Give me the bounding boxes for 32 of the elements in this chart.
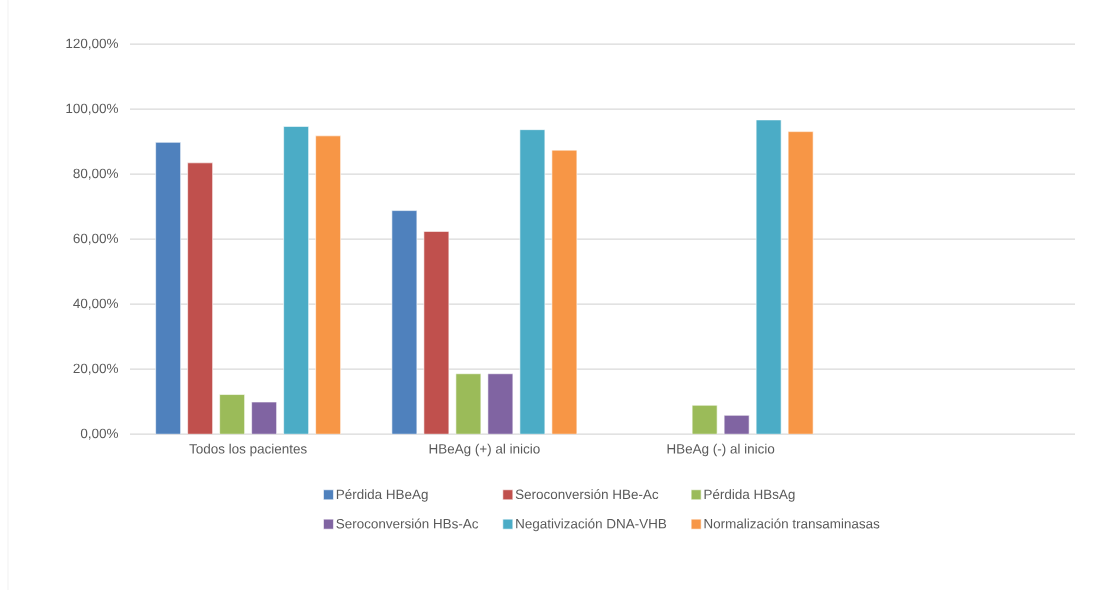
bar — [551, 149, 578, 434]
x-tick-label: Todos los pacientes — [189, 443, 307, 457]
legend-label: Pérdida HBsAg — [704, 488, 795, 502]
x-tick-label: HBeAg (+) al inicio — [429, 443, 540, 457]
y-tick-label: 120,00% — [66, 38, 118, 50]
y-tick-label: 0,00% — [80, 428, 119, 440]
bar — [187, 162, 213, 434]
y-tick-label: 80,00% — [73, 168, 118, 180]
y-tick-label: 60,00% — [73, 233, 118, 245]
bar — [423, 230, 450, 434]
bar — [391, 210, 418, 434]
legend-label: Normalización transaminasas — [704, 518, 880, 529]
bar — [155, 141, 181, 434]
bar — [723, 414, 750, 434]
bar — [219, 394, 245, 434]
legend-label: Seroconversión HBe-Ac — [515, 488, 659, 499]
x-tick-label: HBeAg (-) al inicio — [667, 443, 775, 457]
bar — [251, 401, 277, 434]
bar — [691, 404, 718, 434]
bar — [455, 373, 482, 434]
bar — [283, 125, 309, 434]
legend-label: Negativización DNA-VHB — [516, 518, 667, 531]
bar — [787, 131, 814, 434]
legend-label: Seroconversión HBs-Ac — [336, 518, 479, 529]
y-tick-label: 100,00% — [66, 103, 118, 115]
y-tick-label: 40,00% — [73, 298, 118, 310]
legend-label: Pérdida HBeAg — [336, 488, 428, 502]
bar — [755, 119, 782, 434]
bar — [315, 135, 341, 434]
y-tick-label: 20,00% — [73, 363, 118, 375]
bar — [519, 129, 546, 434]
bar — [487, 373, 514, 434]
